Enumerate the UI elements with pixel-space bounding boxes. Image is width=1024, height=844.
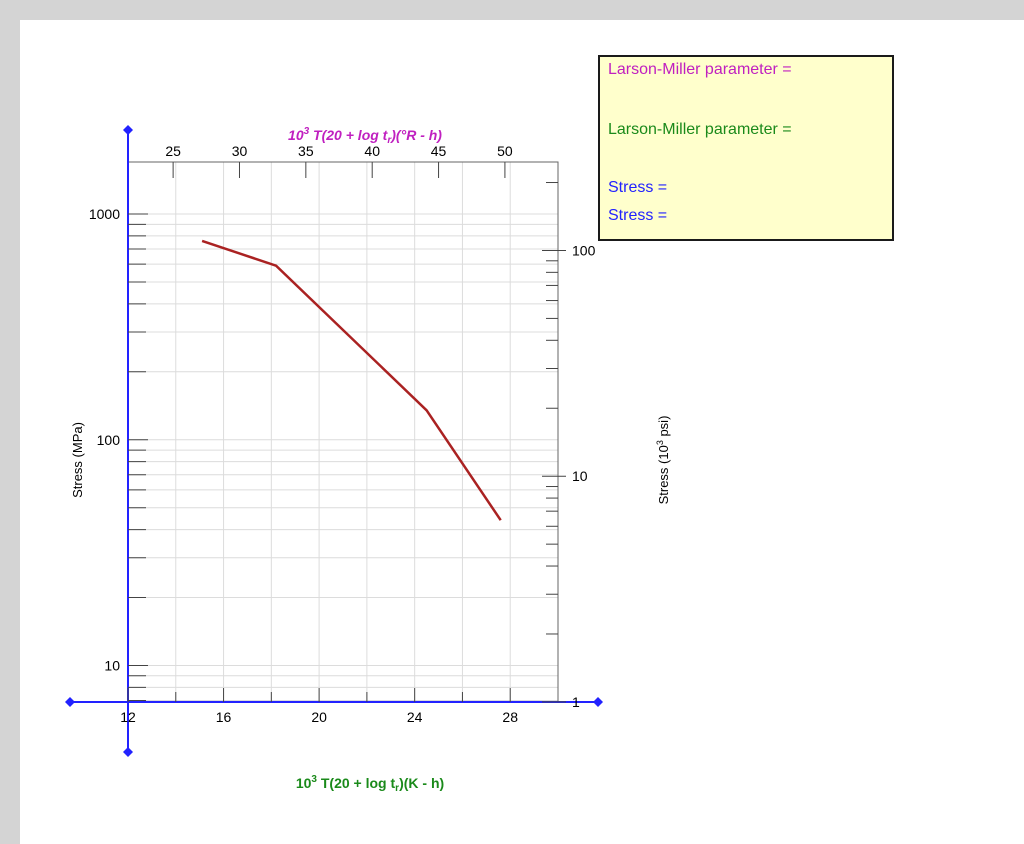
bottom-axis-title: 103 T(20 + log tr)(K - h) [296,774,444,794]
readout-box: Larson-Miller parameter = Larson-Miller … [598,55,894,241]
bottom-tick-label: 12 [120,709,136,725]
right-axis-title: Stress (103 psi) [655,416,671,505]
axis-handle-top [123,125,133,135]
chart-panel: 10 100 1000 1 10 100 12 16 20 24 28 25 30 35 40 45 50 10… [20,20,1024,844]
right-tick-label: 1 [572,694,580,710]
left-axis-title: Stress (MPa) [70,422,85,498]
left-tick-label: 100 [97,432,121,448]
axis-handle-left [65,697,75,707]
top-tick-label: 25 [165,143,181,159]
bottom-tick-label: 28 [502,709,518,725]
stress-readout-1: Stress = [608,179,668,196]
bottom-tick-label: 24 [407,709,423,725]
top-tick-label: 45 [431,143,447,159]
plot-frame [127,161,559,703]
stress-curve [201,239,502,521]
grid [128,162,558,702]
axis-handle-bottom [123,747,133,757]
tick-labels: 10 100 1000 1 10 100 12 16 20 24 28 25 30 35 40 45 50 [89,143,596,725]
left-tick-label: 1000 [89,206,120,222]
top-tick-label: 30 [232,143,248,159]
larson-miller-chart[interactable]: 10 100 1000 1 10 100 12 16 20 24 28 25 30 35 40 45 50 10… [20,20,1024,844]
bottom-tick-label: 16 [216,709,232,725]
lmp-readout-1: Larson-Miller parameter = [608,61,792,78]
top-tick-label: 40 [364,143,380,159]
left-tick-label: 10 [104,657,120,673]
lmp-readout-2: Larson-Miller parameter = [608,121,792,138]
axis-handle-right [593,697,603,707]
right-tick-label: 100 [572,242,596,258]
top-tick-label: 50 [497,143,513,159]
top-tick-label: 35 [298,143,314,159]
top-axis-title: 103 T(20 + log tr)(°R - h) [288,126,442,146]
right-tick-label: 10 [572,468,588,484]
bottom-tick-label: 20 [311,709,327,725]
stress-readout-2: Stress = [608,207,668,224]
axes [65,125,603,757]
